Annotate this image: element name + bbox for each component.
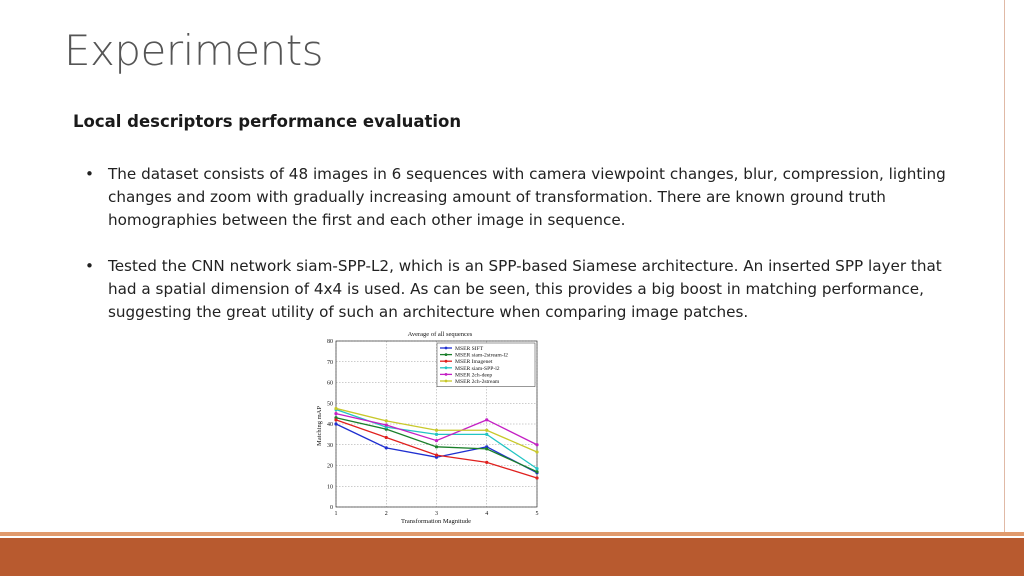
data-point [485, 460, 489, 464]
data-point [485, 447, 489, 451]
x-tick-label: 1 [335, 511, 338, 517]
data-point [384, 446, 388, 450]
chart-series [334, 406, 539, 480]
chart-title: Average of all sequences [408, 331, 473, 338]
chart-ticks: 0 10 20 30 40 50 60 70 80 1 2 3 4 5 [327, 339, 539, 517]
bullet-text: The dataset consists of 48 images in 6 s… [108, 165, 946, 229]
data-point [535, 476, 539, 480]
legend-label: MSER siam-2stream-l2 [455, 353, 508, 359]
section-subtitle: Local descriptors performance evaluation [73, 112, 462, 131]
data-point [535, 450, 539, 454]
legend-label: MSER siam-SPP-l2 [455, 366, 500, 372]
data-point [434, 453, 439, 457]
legend-label: MSER 2ch-deep [455, 372, 492, 378]
slide-title: Experiments [64, 26, 324, 75]
performance-chart: Average of all sequences Transformation … [302, 326, 547, 530]
data-point [434, 445, 439, 449]
chart-y-axis-label: Matching mAP [316, 406, 323, 446]
y-tick-label: 30 [327, 443, 333, 449]
bullet-icon: • [85, 165, 94, 183]
y-tick-label: 40 [327, 422, 333, 428]
footer-bar [0, 538, 1024, 576]
data-point [334, 406, 338, 411]
bullet-text: Tested the CNN network siam-SPP-L2, whic… [108, 257, 942, 321]
bullet-list: • The dataset consists of 48 images in 6… [85, 163, 965, 324]
data-point [485, 428, 489, 432]
y-tick-label: 50 [327, 401, 333, 407]
y-tick-label: 10 [327, 484, 333, 490]
legend-label: MSER SIFT [455, 346, 484, 352]
legend-label: MSER Imagenet [455, 359, 493, 365]
data-point [434, 439, 439, 443]
legend-box [436, 342, 536, 387]
data-point [535, 470, 539, 474]
data-point [485, 432, 489, 436]
legend-marker [444, 379, 448, 383]
y-tick-label: 70 [327, 360, 333, 366]
y-tick-label: 0 [330, 505, 333, 511]
x-tick-label: 4 [485, 511, 488, 517]
chart-svg: Average of all sequences Transformation … [302, 326, 547, 530]
legend-marker [444, 373, 448, 376]
legend-marker [444, 366, 448, 370]
data-point [535, 443, 539, 447]
data-point [434, 428, 439, 432]
y-tick-label: 80 [327, 339, 333, 345]
legend-marker [444, 353, 448, 356]
legend-label: MSER 2ch-2stream [455, 379, 500, 385]
legend-marker [444, 359, 448, 363]
data-point [485, 418, 489, 422]
chart-x-axis-label: Transformation Magnitude [401, 518, 471, 525]
data-point [334, 412, 338, 416]
legend-marker [444, 346, 448, 350]
x-tick-label: 2 [385, 511, 388, 517]
data-point [384, 435, 388, 440]
y-tick-label: 20 [327, 464, 333, 470]
right-edge-rule [1004, 0, 1005, 532]
data-point [334, 422, 338, 426]
y-tick-label: 60 [327, 381, 333, 387]
data-point [334, 418, 338, 422]
bullet-item-cnn: • Tested the CNN network siam-SPP-L2, wh… [85, 255, 965, 324]
bullet-item-dataset: • The dataset consists of 48 images in 6… [85, 163, 965, 232]
footer-accent-stripe [0, 532, 1024, 536]
bullet-icon: • [85, 257, 94, 275]
x-tick-label: 5 [536, 511, 539, 517]
data-point [535, 467, 539, 471]
data-point [434, 432, 439, 436]
x-tick-label: 3 [435, 511, 438, 517]
data-point [384, 419, 388, 423]
data-point [384, 423, 388, 427]
